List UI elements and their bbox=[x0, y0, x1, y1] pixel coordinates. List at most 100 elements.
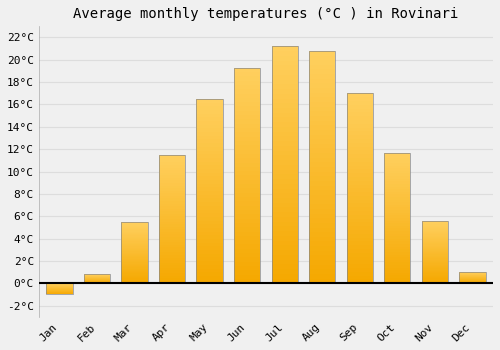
Bar bbox=[196, 150, 223, 154]
Bar bbox=[309, 144, 336, 148]
Bar bbox=[422, 251, 448, 252]
Bar bbox=[309, 51, 336, 283]
Bar bbox=[309, 79, 336, 83]
Bar bbox=[384, 189, 410, 192]
Bar bbox=[159, 219, 185, 222]
Bar bbox=[422, 278, 448, 280]
Bar bbox=[422, 270, 448, 271]
Bar bbox=[272, 103, 298, 108]
Bar bbox=[309, 60, 336, 65]
Bar bbox=[234, 85, 260, 89]
Bar bbox=[384, 260, 410, 262]
Bar bbox=[384, 268, 410, 270]
Bar bbox=[346, 207, 373, 211]
Bar bbox=[196, 217, 223, 220]
Bar bbox=[309, 251, 336, 256]
Bar bbox=[159, 201, 185, 204]
Bar bbox=[272, 279, 298, 283]
Bar bbox=[159, 158, 185, 160]
Bar bbox=[196, 246, 223, 250]
Bar bbox=[309, 111, 336, 116]
Bar bbox=[346, 234, 373, 238]
Bar bbox=[346, 215, 373, 219]
Bar bbox=[159, 237, 185, 240]
Bar bbox=[234, 223, 260, 227]
Bar bbox=[196, 250, 223, 254]
Bar bbox=[122, 267, 148, 268]
Bar bbox=[122, 281, 148, 282]
Bar bbox=[346, 280, 373, 283]
Bar bbox=[234, 72, 260, 76]
Bar bbox=[234, 102, 260, 106]
Bar bbox=[422, 224, 448, 226]
Bar bbox=[309, 97, 336, 102]
Bar bbox=[272, 141, 298, 146]
Bar bbox=[422, 254, 448, 256]
Bar bbox=[384, 241, 410, 244]
Bar bbox=[122, 237, 148, 238]
Bar bbox=[384, 220, 410, 223]
Bar bbox=[122, 229, 148, 230]
Bar bbox=[159, 232, 185, 234]
Bar bbox=[384, 223, 410, 226]
Bar bbox=[346, 169, 373, 173]
Bar bbox=[272, 217, 298, 222]
Bar bbox=[384, 174, 410, 176]
Bar bbox=[159, 188, 185, 191]
Bar bbox=[346, 192, 373, 196]
Bar bbox=[384, 257, 410, 260]
Bar bbox=[122, 280, 148, 281]
Bar bbox=[122, 224, 148, 225]
Bar bbox=[309, 228, 336, 232]
Bar bbox=[422, 237, 448, 238]
Bar bbox=[309, 167, 336, 172]
Bar bbox=[309, 186, 336, 190]
Bar bbox=[384, 278, 410, 281]
Bar bbox=[422, 272, 448, 273]
Bar bbox=[122, 239, 148, 240]
Bar bbox=[346, 166, 373, 169]
Bar bbox=[346, 127, 373, 131]
Bar bbox=[122, 261, 148, 262]
Bar bbox=[384, 270, 410, 273]
Bar bbox=[422, 263, 448, 265]
Bar bbox=[460, 272, 485, 283]
Bar bbox=[309, 256, 336, 260]
Bar bbox=[272, 47, 298, 283]
Bar bbox=[422, 242, 448, 243]
Bar bbox=[122, 253, 148, 254]
Bar bbox=[122, 225, 148, 227]
Bar bbox=[122, 250, 148, 251]
Bar bbox=[159, 168, 185, 170]
Bar bbox=[234, 249, 260, 253]
Bar bbox=[272, 98, 298, 103]
Bar bbox=[346, 147, 373, 150]
Bar bbox=[384, 181, 410, 184]
Bar bbox=[309, 88, 336, 93]
Bar bbox=[309, 265, 336, 270]
Bar bbox=[196, 272, 223, 276]
Bar bbox=[159, 263, 185, 265]
Bar bbox=[309, 134, 336, 139]
Bar bbox=[422, 248, 448, 250]
Bar bbox=[196, 154, 223, 158]
Bar bbox=[159, 247, 185, 250]
Bar bbox=[346, 203, 373, 207]
Bar bbox=[309, 270, 336, 274]
Bar bbox=[159, 155, 185, 158]
Bar bbox=[196, 243, 223, 246]
Bar bbox=[272, 179, 298, 184]
Bar bbox=[422, 259, 448, 261]
Bar bbox=[346, 188, 373, 192]
Bar bbox=[384, 228, 410, 231]
Bar bbox=[234, 193, 260, 197]
Bar bbox=[159, 204, 185, 206]
Bar bbox=[384, 153, 410, 283]
Bar bbox=[422, 238, 448, 239]
Bar bbox=[346, 120, 373, 124]
Bar bbox=[159, 250, 185, 252]
Bar bbox=[122, 266, 148, 267]
Bar bbox=[384, 176, 410, 179]
Bar bbox=[346, 131, 373, 135]
Bar bbox=[122, 244, 148, 245]
